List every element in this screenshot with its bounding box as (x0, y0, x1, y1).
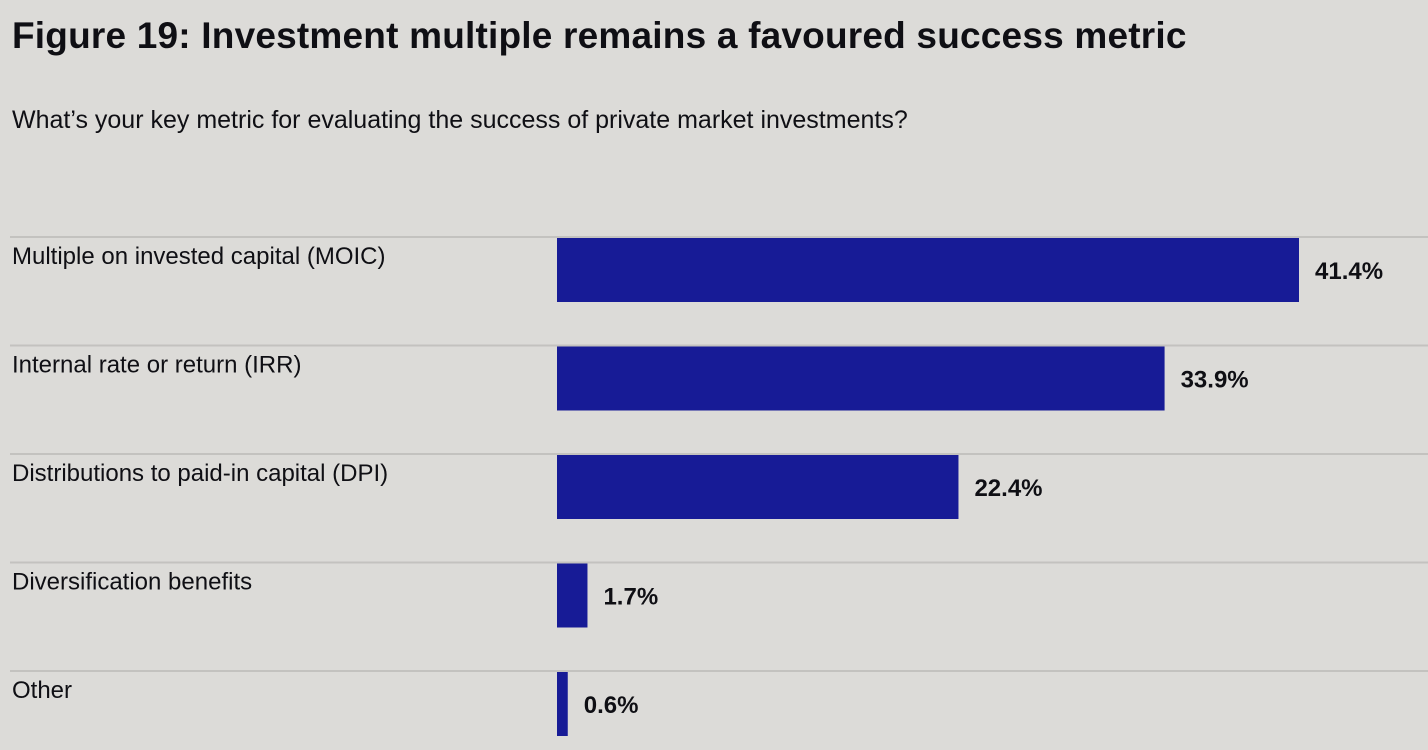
chart-subtitle: What’s your key metric for evaluating th… (12, 106, 908, 134)
category-label: Distributions to paid-in capital (DPI) (12, 460, 388, 487)
bar (557, 672, 568, 736)
bar (557, 238, 1299, 302)
category-label: Internal rate or return (IRR) (12, 352, 301, 379)
bar (557, 563, 588, 628)
chart-title: Figure 19: Investment multiple remains a… (12, 15, 1187, 56)
value-label: 33.9% (1181, 367, 1249, 394)
value-label: 0.6% (584, 692, 639, 719)
bar (557, 455, 959, 519)
category-label: Other (12, 677, 72, 704)
bar (557, 346, 1165, 411)
category-label: Multiple on invested capital (MOIC) (12, 243, 385, 270)
value-label: 41.4% (1315, 258, 1383, 285)
value-label: 22.4% (974, 475, 1042, 502)
value-label: 1.7% (603, 584, 658, 611)
category-label: Diversification benefits (12, 569, 252, 596)
